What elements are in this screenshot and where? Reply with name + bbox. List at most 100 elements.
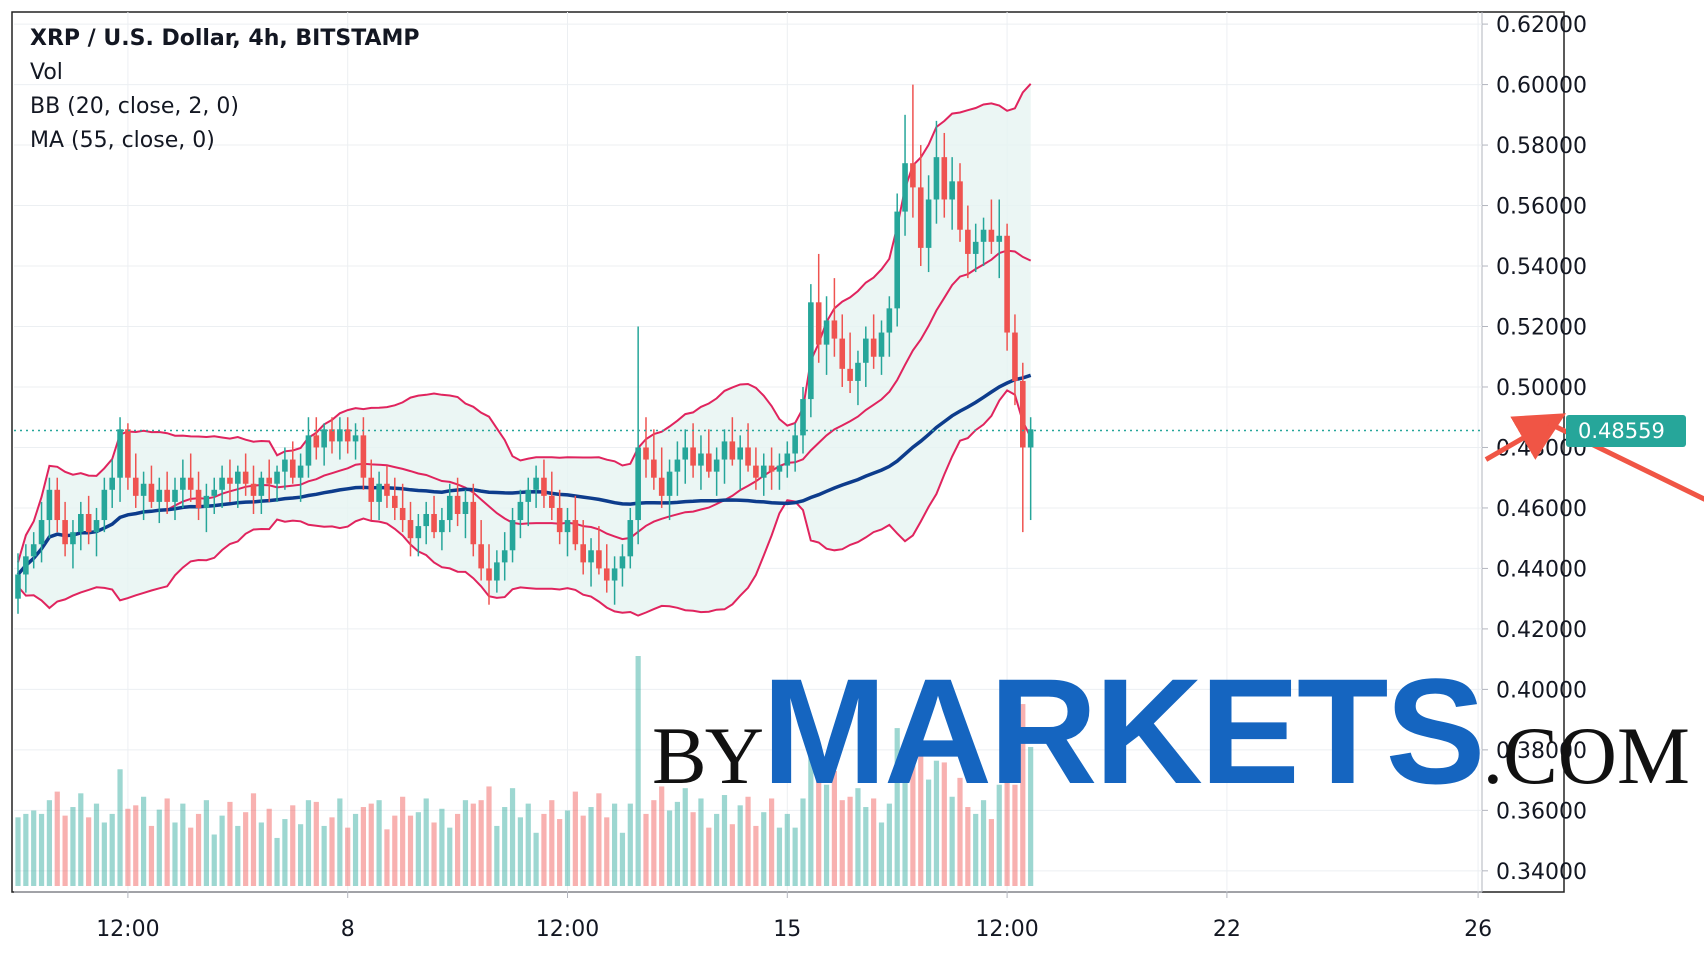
candle-body bbox=[235, 471, 241, 484]
y-tick-label: 0.54000 bbox=[1496, 255, 1587, 280]
volume-bar bbox=[533, 832, 539, 886]
volume-bar bbox=[714, 813, 720, 886]
volume-bar bbox=[596, 793, 602, 886]
watermark-logo: BYMARKETS.COM bbox=[652, 645, 1690, 818]
volume-bar bbox=[894, 728, 900, 886]
candle-body bbox=[910, 163, 916, 188]
x-tick-label: 12:00 bbox=[96, 917, 159, 942]
candle-body bbox=[117, 429, 123, 478]
volume-bar bbox=[988, 819, 994, 886]
candle-body bbox=[156, 489, 163, 502]
candle-body bbox=[635, 447, 641, 521]
volume-bar bbox=[957, 777, 963, 886]
legend-bb: BB (20, close, 2, 0) bbox=[30, 94, 239, 119]
candle-body bbox=[533, 477, 539, 490]
candle-body bbox=[713, 459, 720, 472]
candle-body bbox=[337, 429, 343, 442]
y-tick-label: 0.36000 bbox=[1496, 799, 1587, 824]
candle-body bbox=[30, 544, 37, 557]
candle-body bbox=[1020, 380, 1026, 448]
bollinger-basis bbox=[17, 249, 1032, 576]
candle-body bbox=[376, 483, 382, 502]
volume-bar bbox=[996, 784, 1002, 886]
y-tick-label: 0.34000 bbox=[1496, 860, 1587, 885]
volume-bar bbox=[243, 812, 249, 886]
candle-body bbox=[902, 163, 908, 212]
candle-body bbox=[78, 513, 84, 533]
volume-bar bbox=[470, 803, 476, 886]
volume-bar bbox=[86, 817, 92, 886]
volume-bar bbox=[290, 805, 296, 886]
legend-vol: Vol bbox=[30, 60, 63, 85]
volume-bar bbox=[1012, 784, 1018, 886]
candle-body bbox=[132, 477, 139, 496]
candle-body bbox=[140, 483, 147, 496]
y-tick-label: 0.38000 bbox=[1496, 739, 1587, 764]
volume-bar bbox=[604, 817, 610, 886]
candle-body bbox=[415, 526, 422, 539]
volume-bar bbox=[329, 817, 335, 886]
candle-body bbox=[23, 556, 29, 575]
candle-body bbox=[258, 477, 265, 496]
candle-body bbox=[925, 199, 932, 248]
volume-bar bbox=[965, 807, 971, 886]
volume-bar bbox=[180, 803, 186, 886]
volume-bar bbox=[729, 824, 735, 886]
volume-bar bbox=[258, 822, 264, 886]
volume-bar bbox=[933, 760, 940, 886]
candle-body bbox=[596, 550, 602, 569]
volume-bar bbox=[109, 813, 115, 886]
volume-bar bbox=[682, 788, 688, 886]
candle-body bbox=[470, 501, 477, 545]
candle-body bbox=[392, 495, 398, 508]
volume-bar bbox=[941, 762, 947, 886]
volume-bar bbox=[502, 807, 508, 886]
candle-body bbox=[776, 465, 783, 472]
candle-body bbox=[682, 447, 689, 460]
volume-bar bbox=[250, 793, 257, 886]
candle-body bbox=[187, 477, 194, 490]
volume-bar bbox=[541, 813, 547, 886]
volume-bar bbox=[384, 829, 390, 886]
y-tick-label: 0.62000 bbox=[1496, 13, 1587, 38]
candle-body bbox=[823, 320, 830, 345]
volume-bar bbox=[141, 796, 147, 886]
candle-body bbox=[706, 453, 712, 472]
volume-bar bbox=[62, 815, 68, 886]
candle-body bbox=[46, 489, 53, 521]
x-tick-label: 22 bbox=[1213, 917, 1241, 942]
candle-body bbox=[917, 187, 924, 248]
candle-body bbox=[619, 556, 626, 569]
volume-bar bbox=[525, 803, 531, 886]
candle-body bbox=[344, 429, 351, 442]
candle-body bbox=[478, 544, 484, 569]
volume-bar bbox=[15, 817, 21, 886]
volume-bar bbox=[509, 788, 516, 886]
volume-bar bbox=[203, 800, 209, 886]
watermark-by: BY bbox=[652, 710, 764, 801]
candle-body bbox=[800, 399, 806, 436]
candle-body bbox=[305, 435, 312, 466]
volume-bar bbox=[580, 815, 586, 886]
volume-bar bbox=[706, 827, 712, 886]
candle-body bbox=[855, 362, 861, 381]
volume-bar bbox=[164, 798, 170, 886]
volume-bar bbox=[659, 786, 665, 886]
candle-body bbox=[949, 181, 955, 200]
candle-body bbox=[282, 459, 288, 472]
volume-bar bbox=[148, 825, 155, 886]
candle-body bbox=[847, 368, 853, 381]
candle-body bbox=[980, 229, 987, 242]
candle-body bbox=[651, 459, 657, 478]
candle-body bbox=[148, 483, 155, 502]
candle-body bbox=[250, 483, 257, 496]
volume-bar bbox=[392, 815, 398, 886]
candle-body bbox=[729, 441, 736, 460]
volume-bar bbox=[447, 827, 453, 886]
candle-body bbox=[1012, 332, 1018, 381]
candle-body bbox=[494, 562, 500, 581]
volume-bar bbox=[643, 813, 649, 886]
volume-bar bbox=[808, 728, 814, 886]
volume-bar bbox=[321, 825, 327, 886]
